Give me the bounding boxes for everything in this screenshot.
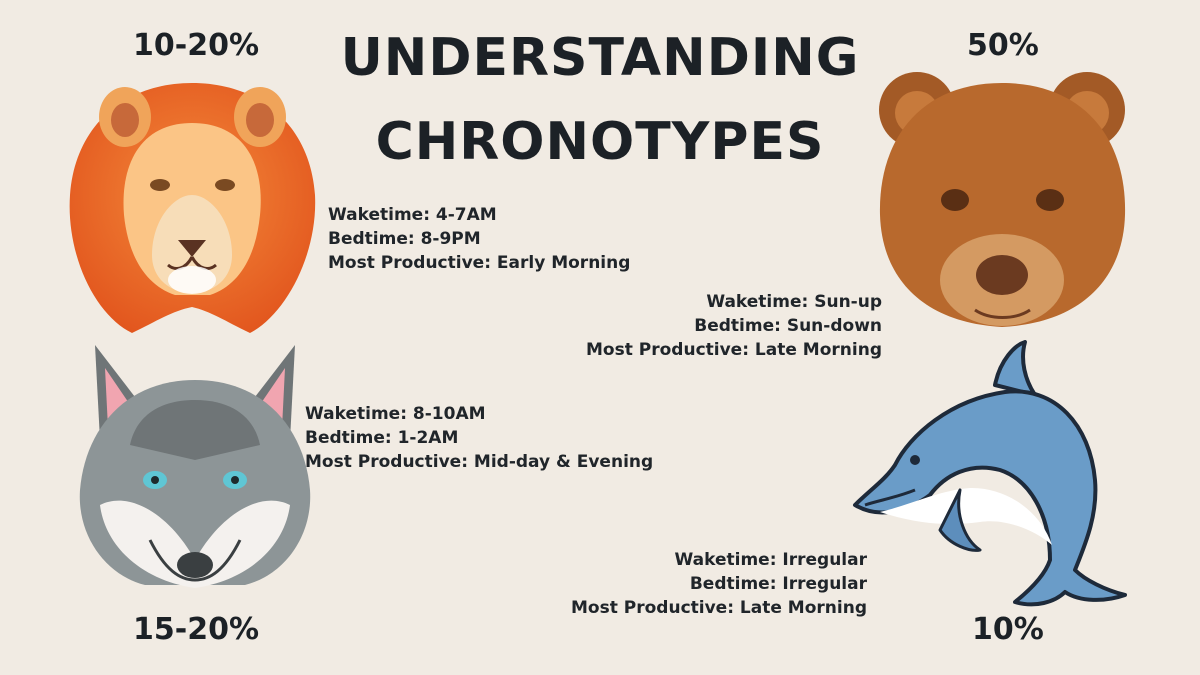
lion-waketime: Waketime: 4-7AM — [328, 205, 497, 225]
wolf-info: Waketime: 8-10AM Bedtime: 1-2AM Most Pro… — [305, 402, 653, 474]
page-title-line1: UNDERSTANDING — [340, 28, 860, 88]
wolf-percent: 15-20% — [133, 612, 260, 647]
wolf-productive: Most Productive: Mid-day & Evening — [305, 452, 654, 472]
bear-waketime: Waketime: Sun-up — [706, 292, 882, 312]
dolphin-bedtime: Bedtime: Irregular — [689, 574, 867, 594]
dolphin-waketime: Waketime: Irregular — [674, 550, 868, 570]
lion-info: Waketime: 4-7AM Bedtime: 8-9PM Most Prod… — [328, 203, 630, 275]
dolphin-percent: 10% — [972, 612, 1044, 647]
bear-productive: Most Productive: Late Morning — [586, 340, 882, 360]
bear-percent: 50% — [967, 28, 1039, 63]
wolf-icon — [79, 345, 311, 588]
bear-bedtime: Bedtime: Sun-down — [694, 316, 882, 336]
lion-productive: Most Productive: Early Morning — [328, 253, 631, 273]
dolphin-productive: Most Productive: Late Morning — [571, 598, 867, 618]
dolphin-icon — [853, 340, 1127, 607]
dolphin-info: Waketime: Irregular Bedtime: Irregular M… — [571, 548, 867, 620]
bear-info: Waketime: Sun-up Bedtime: Sun-down Most … — [586, 290, 882, 362]
page-title-line2: CHRONOTYPES — [375, 112, 825, 172]
lion-bedtime: Bedtime: 8-9PM — [328, 229, 481, 249]
lion-icon — [69, 83, 316, 333]
lion-percent: 10-20% — [133, 28, 260, 63]
bear-icon — [879, 72, 1126, 327]
wolf-waketime: Waketime: 8-10AM — [305, 404, 486, 424]
wolf-bedtime: Bedtime: 1-2AM — [305, 428, 459, 448]
